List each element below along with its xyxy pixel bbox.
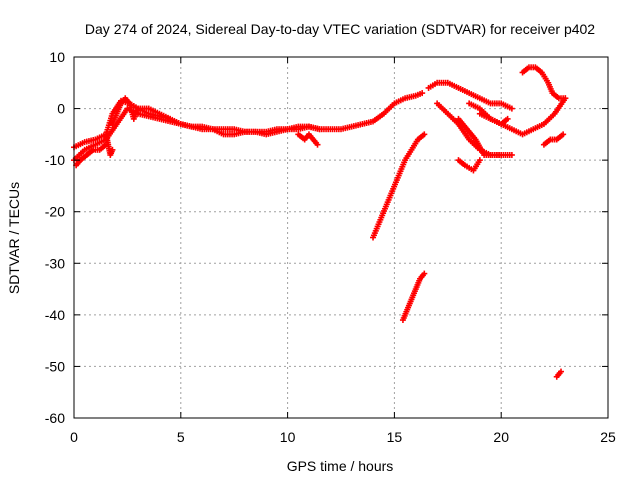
y-tick-label: -10 bbox=[45, 152, 65, 168]
y-tick-label: -60 bbox=[45, 410, 65, 426]
y-axis-label: SDTVAR / TECUs bbox=[6, 182, 22, 294]
x-tick-label: 5 bbox=[177, 429, 185, 445]
series-track-r bbox=[553, 368, 565, 380]
series-track-j bbox=[425, 79, 515, 112]
x-tick-label: 15 bbox=[387, 429, 403, 445]
series-track-g bbox=[318, 90, 426, 133]
data-point bbox=[421, 270, 428, 277]
y-tick-label: 0 bbox=[57, 101, 65, 117]
y-tick-label: 10 bbox=[49, 49, 65, 65]
series-track-l bbox=[455, 115, 505, 158]
y-tick-label: -50 bbox=[45, 358, 65, 374]
data-layer bbox=[71, 64, 569, 380]
data-point bbox=[508, 151, 515, 158]
data-point bbox=[504, 115, 511, 122]
chart-title: Day 274 of 2024, Sidereal Day-to-day VTE… bbox=[85, 21, 595, 37]
series-track-e bbox=[103, 131, 116, 158]
series-track-p bbox=[540, 131, 567, 148]
series-track-i bbox=[399, 270, 428, 324]
y-tick-label: -40 bbox=[45, 307, 65, 323]
series-track-h bbox=[370, 131, 428, 241]
data-point bbox=[476, 157, 483, 164]
data-point bbox=[562, 95, 569, 102]
y-tick-label: -20 bbox=[45, 204, 65, 220]
x-tick-label: 25 bbox=[600, 429, 616, 445]
data-point bbox=[560, 131, 567, 138]
data-point bbox=[421, 131, 428, 138]
series-track-f bbox=[295, 131, 321, 148]
data-point bbox=[419, 90, 426, 97]
series-track-q bbox=[455, 157, 483, 174]
x-tick-label: 20 bbox=[493, 429, 509, 445]
tick-layer: 0 5 10 15 20 25 -60 -50 -40 -30 -20 -10 0 10 bbox=[45, 49, 616, 445]
series-track-n bbox=[476, 110, 511, 128]
data-point bbox=[109, 146, 116, 153]
series-track-o bbox=[519, 64, 569, 102]
grid-layer bbox=[74, 57, 608, 418]
x-tick-label: 0 bbox=[70, 429, 78, 445]
data-point bbox=[314, 141, 321, 148]
plot-frame bbox=[73, 56, 609, 419]
data-point bbox=[508, 105, 515, 112]
series-track-c bbox=[109, 95, 174, 128]
x-axis-label: GPS time / hours bbox=[287, 458, 394, 474]
data-point bbox=[167, 115, 174, 122]
y-tick-label: -30 bbox=[45, 255, 65, 271]
data-point bbox=[498, 151, 505, 158]
data-point bbox=[558, 368, 565, 375]
x-tick-label: 10 bbox=[280, 429, 296, 445]
